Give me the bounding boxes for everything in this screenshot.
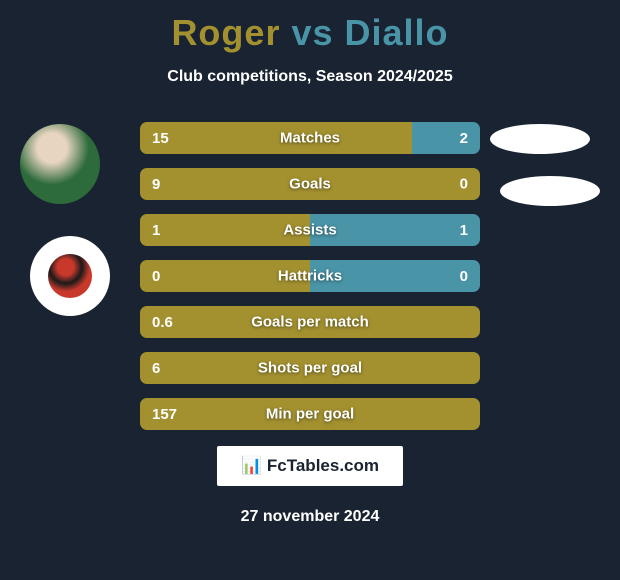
side-badge-1 [490, 124, 590, 154]
stat-label: Min per goal [266, 406, 354, 423]
player2-name: Diallo [345, 12, 449, 53]
stat-row-goals-per-match: 0.6 Goals per match [140, 306, 480, 338]
stat-row-shots-per-goal: 6 Shots per goal [140, 352, 480, 384]
site-badge: 📊 FcTables.com [217, 446, 403, 486]
stat-label: Shots per goal [258, 360, 362, 377]
footer-date: 27 november 2024 [241, 508, 380, 526]
stat-row-goals: 9 Goals 0 [140, 168, 480, 200]
player1-avatar [20, 124, 100, 204]
stat-left-value: 15 [140, 122, 412, 154]
player1-name: Roger [171, 12, 280, 53]
stat-label: Goals [289, 176, 331, 193]
stat-label: Matches [280, 130, 340, 147]
stat-row-matches: 15 2 Matches [140, 122, 480, 154]
stat-label: Assists [283, 222, 336, 239]
stat-right-value: 0 [460, 176, 468, 193]
stats-container: 15 2 Matches 9 Goals 0 1 1 Assists 0 0 H… [140, 122, 480, 444]
side-badge-2 [500, 176, 600, 206]
stat-row-assists: 1 1 Assists [140, 214, 480, 246]
stat-right-value: 2 [412, 122, 480, 154]
stat-label: Hattricks [278, 268, 342, 285]
chart-icon: 📊 [241, 456, 262, 475]
stat-label: Goals per match [251, 314, 369, 331]
stat-row-min-per-goal: 157 Min per goal [140, 398, 480, 430]
comparison-title: Roger vs Diallo [0, 0, 620, 54]
vs-text: vs [291, 12, 333, 53]
subtitle: Club competitions, Season 2024/2025 [0, 68, 620, 86]
site-name: FcTables.com [267, 456, 379, 475]
stat-row-hattricks: 0 0 Hattricks [140, 260, 480, 292]
player2-avatar [30, 236, 110, 316]
